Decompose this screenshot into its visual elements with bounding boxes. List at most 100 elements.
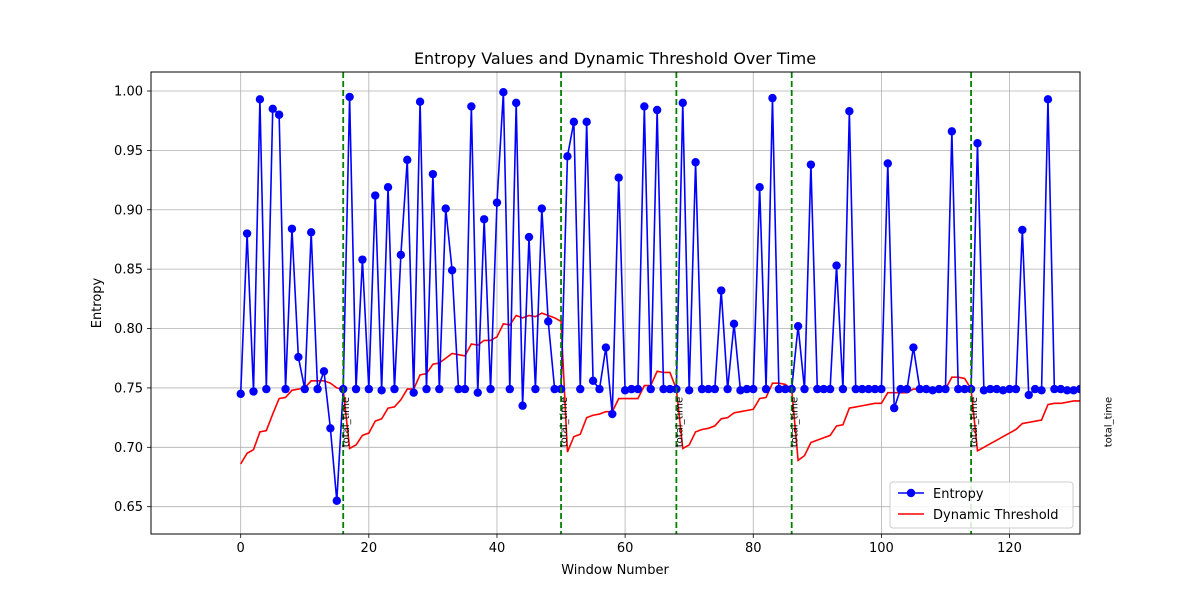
entropy-point: [915, 384, 925, 394]
entropy-point: [691, 158, 700, 167]
entropy-point: [409, 388, 418, 397]
entropy-point: [479, 215, 489, 224]
entropy-point: [306, 228, 316, 237]
legend-threshold-label: Dynamic Threshold: [933, 508, 1059, 523]
entropy-point: [864, 384, 873, 394]
entropy-point: [422, 384, 431, 394]
entropy-point: [537, 204, 547, 213]
entropy-point: [255, 95, 265, 104]
entropy-point: [749, 384, 758, 394]
legend: Entropy Dynamic Threshold: [889, 481, 1074, 529]
entropy-point: [441, 204, 450, 213]
entropy-point: [742, 384, 752, 394]
entropy-point: [1018, 225, 1027, 235]
entropy-point: [902, 384, 912, 394]
entropy-point: [274, 110, 284, 119]
event-markers: total_time total_time total_time total_time…: [341, 72, 1115, 534]
entropy-point: [979, 386, 989, 395]
x-tick-label: 100: [869, 541, 894, 556]
entropy-point: [652, 105, 662, 115]
entropy-point: [819, 384, 828, 394]
entropy-point: [492, 198, 502, 207]
x-axis-label: Window Number: [561, 563, 669, 578]
entropy-point: [569, 117, 579, 127]
entropy-point: [934, 384, 944, 394]
entropy-point: [435, 384, 444, 394]
entropy-point: [576, 384, 585, 394]
entropy-point: [262, 384, 271, 394]
entropy-point: [351, 384, 361, 394]
entropy-point: [460, 384, 470, 394]
entropy-point: [364, 384, 374, 394]
entropy-point: [287, 224, 297, 233]
entropy-point: [633, 384, 643, 394]
entropy-point: [832, 261, 841, 270]
y-tick-label: 0.65: [114, 500, 143, 515]
entropy-point: [1050, 384, 1059, 394]
entropy-point: [268, 104, 277, 114]
entropy-point: [774, 384, 784, 394]
entropy-point: [544, 317, 553, 326]
event-label: total_time: [1104, 397, 1115, 447]
entropy-point: [236, 389, 245, 399]
entropy-point: [518, 401, 527, 410]
entropy-point: [941, 384, 950, 394]
entropy-point: [242, 229, 252, 238]
y-tick-label: 0.85: [114, 263, 143, 278]
entropy-point: [390, 384, 399, 394]
entropy-point: [800, 384, 809, 394]
entropy-point: [1037, 386, 1046, 395]
entropy-point: [973, 139, 982, 148]
legend-box: [889, 481, 1074, 529]
entropy-point: [1062, 386, 1072, 395]
entropy-point: [761, 384, 771, 394]
entropy-point: [838, 384, 848, 394]
entropy-point: [627, 384, 636, 394]
x-tick-label: 120: [997, 541, 1022, 556]
y-tick-label: 1.00: [114, 85, 143, 100]
entropy-point: [922, 384, 931, 394]
entropy-point: [640, 102, 649, 111]
entropy-point: [845, 106, 854, 116]
entropy-point: [825, 384, 835, 394]
entropy-point: [678, 98, 687, 108]
entropy-point: [601, 343, 611, 352]
entropy-point: [1005, 384, 1014, 394]
y-tick-label: 0.80: [114, 322, 143, 337]
entropy-point: [665, 384, 675, 394]
x-tick-label: 0: [237, 541, 245, 556]
entropy-point: [345, 92, 354, 102]
entropy-point: [383, 183, 393, 192]
entropy-point: [588, 376, 598, 385]
entropy-point: [723, 384, 732, 394]
entropy-point: [377, 386, 386, 395]
entropy-point: [1056, 384, 1065, 394]
entropy-point: [473, 388, 482, 397]
plot-frame: [150, 71, 1081, 535]
entropy-point: [511, 98, 521, 108]
entropy-point: [620, 386, 630, 395]
entropy-point: [755, 183, 764, 192]
entropy-point: [704, 384, 713, 394]
entropy-point: [851, 384, 860, 394]
entropy-line: [239, 92, 1080, 501]
entropy-point: [524, 232, 534, 242]
event-label: total_time: [674, 397, 685, 447]
entropy-point: [992, 384, 1001, 394]
entropy-point: [646, 384, 655, 394]
entropy-point: [1043, 95, 1053, 104]
entropy-point: [319, 367, 329, 376]
entropy-point: [813, 384, 822, 394]
entropy-point: [986, 384, 995, 394]
entropy-point: [396, 250, 406, 260]
entropy-point: [313, 384, 322, 394]
entropy-point: [684, 386, 694, 395]
entropy-point: [736, 386, 745, 395]
entropy-point: [358, 255, 367, 264]
entropy-point: [857, 384, 867, 394]
y-tick-label: 0.95: [114, 144, 143, 159]
entropy-point: [1011, 384, 1021, 394]
entropy-point: [582, 117, 591, 127]
